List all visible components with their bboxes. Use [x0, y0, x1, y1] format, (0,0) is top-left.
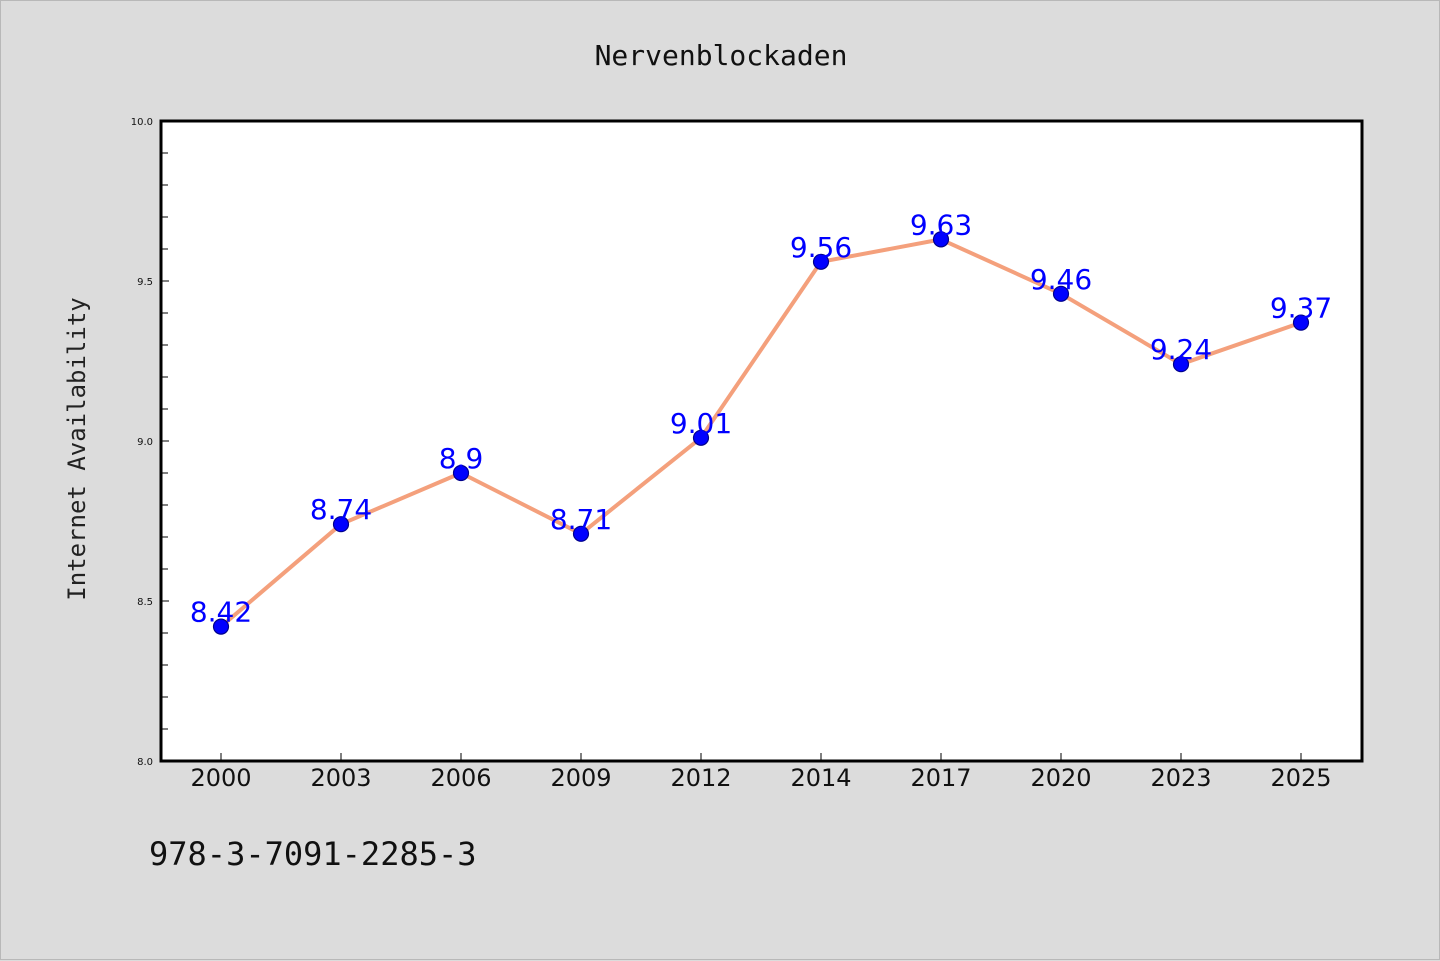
footnote-isbn: 978-3-7091-2285-3	[149, 835, 477, 873]
data-point-marker	[812, 253, 830, 270]
series-line	[219, 237, 1303, 629]
y-tick-label: 9.5	[137, 277, 153, 288]
x-tick-label: 2023	[1150, 764, 1211, 792]
data-point-marker	[452, 464, 470, 482]
x-tick-label: 2017	[910, 764, 971, 792]
data-point-marker	[332, 516, 350, 533]
x-tick-label: 2000	[190, 764, 251, 792]
data-point-marker	[932, 231, 950, 248]
data-point-label: 8.74	[310, 493, 372, 526]
data-point-marker	[212, 618, 230, 635]
x-tick-label: 2009	[550, 764, 611, 792]
data-point-label: 9.24	[1150, 333, 1212, 366]
y-tick-label: 9.0	[137, 437, 153, 448]
data-point-label: 9.56	[790, 231, 852, 264]
data-point-label: 9.37	[1270, 292, 1332, 325]
x-tick-label: 2014	[790, 764, 851, 792]
x-tick-label: 2012	[670, 764, 731, 792]
data-labels-layer: 8.42 8.74 8.9 8.71 9.01 9.56 9.63 9.46 9.24 9.37	[190, 208, 1332, 628]
data-point-label: 9.46	[1030, 263, 1092, 296]
x-tick-label: 2006	[430, 764, 491, 792]
data-point-label: 8.9	[439, 442, 484, 475]
series-layer	[212, 231, 1310, 635]
y-axis-label: Internet Availability	[63, 297, 91, 600]
plot-frame	[159, 119, 1364, 763]
data-point-label: 9.63	[910, 208, 972, 241]
data-point-label: 9.01	[670, 407, 732, 440]
data-point-marker	[1172, 356, 1190, 373]
data-point-label: 8.42	[190, 596, 252, 629]
chart-title: Nervenblockaden	[595, 39, 848, 72]
x-tick-label: 2020	[1030, 764, 1091, 792]
x-tick-label: 2003	[310, 764, 371, 792]
data-point-label: 8.71	[550, 503, 612, 536]
data-point-marker	[692, 429, 710, 446]
data-point-marker	[572, 525, 590, 542]
x-axis-ticks: 2000 2003 2006 2009 2012 2014 2017 2020 2023 2025	[190, 753, 1332, 792]
data-point-marker	[1052, 285, 1070, 302]
y-tick-label: 8.5	[137, 597, 153, 608]
y-tick-label: 8.0	[137, 757, 153, 768]
y-tick-label: 10.0	[131, 117, 153, 128]
data-point-marker	[1292, 314, 1310, 331]
plot-area	[161, 121, 1362, 761]
x-tick-label: 2025	[1270, 764, 1331, 792]
